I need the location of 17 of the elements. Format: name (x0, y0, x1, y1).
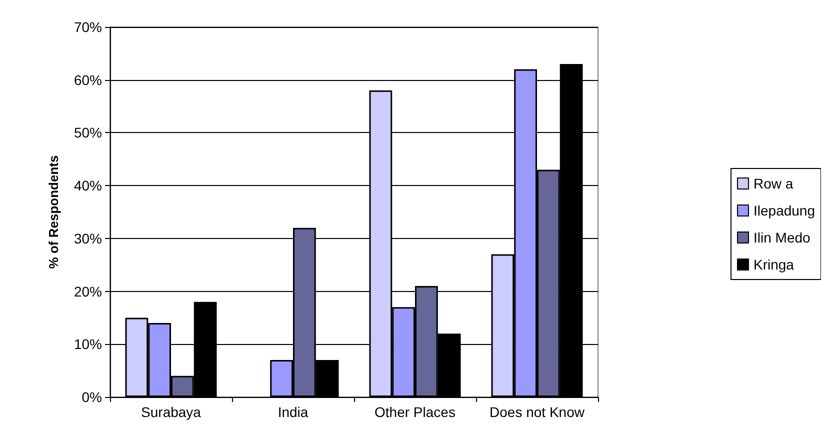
y-tick-label: 20% (74, 283, 102, 300)
y-tick-label: 10% (74, 336, 102, 352)
x-tick-label: Other Places (374, 404, 456, 420)
y-tick-label: 40% (74, 178, 102, 194)
y-tick-label: 30% (74, 230, 102, 246)
y-tick-label: 50% (74, 124, 102, 141)
legend-label: Ilepadung (753, 202, 816, 218)
y-tick-label: 70% (74, 19, 102, 35)
legend-label: Ilin Medo (753, 230, 811, 246)
legend-label: Kringa (753, 256, 794, 272)
x-tick-label: India (278, 404, 308, 420)
y-tick-label: 60% (74, 72, 102, 88)
y-axis-title: % of Respondents (46, 155, 61, 269)
y-tick-label: 0% (82, 389, 102, 405)
legend-label: Row a (753, 176, 794, 192)
x-tick-label: Does not Know (490, 404, 586, 420)
x-tick-label: Surabaya (141, 404, 202, 420)
